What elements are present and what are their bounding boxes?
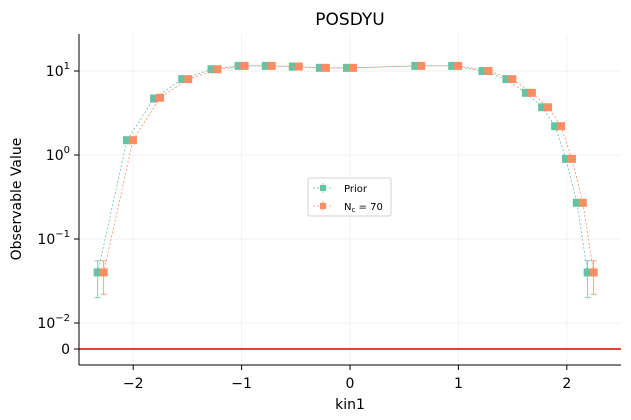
y-tick-label: 0 bbox=[61, 342, 70, 358]
data-point bbox=[417, 61, 426, 70]
x-tick-label: 0 bbox=[346, 376, 355, 392]
data-point bbox=[583, 268, 592, 277]
x-tick-label: −2 bbox=[123, 376, 144, 392]
x-axis-label: kin1 bbox=[335, 397, 365, 413]
data-point bbox=[128, 136, 137, 145]
data-point bbox=[484, 67, 493, 75]
data-point bbox=[261, 61, 270, 70]
data-point bbox=[567, 154, 576, 163]
data-point bbox=[99, 268, 108, 277]
y-ticks: 0 10−2 10−1 100 101 bbox=[37, 61, 79, 358]
data-point bbox=[240, 61, 249, 70]
data-point bbox=[578, 198, 587, 207]
data-point bbox=[551, 122, 560, 131]
y-axis-label: Observable Value bbox=[9, 138, 25, 261]
x-tick-label: 2 bbox=[562, 376, 571, 392]
data-point bbox=[557, 122, 566, 131]
data-point bbox=[321, 63, 330, 72]
legend-label: Nc = 70 bbox=[344, 202, 383, 214]
y-tick-label: 100 bbox=[46, 145, 70, 164]
legend: Prior Nc = 70 bbox=[307, 177, 392, 217]
data-point bbox=[184, 75, 193, 84]
y-tick-label: 101 bbox=[46, 61, 70, 80]
series-line bbox=[103, 65, 595, 273]
data-point bbox=[178, 75, 187, 84]
series-layer bbox=[93, 61, 598, 299]
y-tick-label: 10−2 bbox=[37, 313, 70, 332]
data-point bbox=[150, 94, 159, 103]
legend-box bbox=[307, 177, 392, 217]
data-point bbox=[589, 268, 598, 277]
data-point bbox=[478, 67, 487, 75]
series-line bbox=[97, 65, 589, 273]
data-point bbox=[502, 75, 511, 84]
data-point bbox=[213, 65, 222, 74]
data-point bbox=[508, 75, 517, 84]
x-ticks: −2 −1 0 1 2 bbox=[123, 365, 571, 392]
data-point bbox=[538, 103, 547, 112]
x-tick-label: −1 bbox=[231, 376, 252, 392]
data-point bbox=[561, 154, 570, 163]
data-point bbox=[527, 88, 536, 97]
series-nc70 bbox=[99, 61, 598, 295]
data-point bbox=[572, 198, 581, 207]
data-point bbox=[234, 61, 243, 70]
data-point bbox=[454, 61, 463, 70]
data-point bbox=[544, 103, 553, 112]
legend-entry: Nc = 70 bbox=[313, 201, 383, 214]
data-point bbox=[267, 61, 276, 70]
y-tick-label: 10−1 bbox=[37, 229, 70, 248]
data-point bbox=[521, 88, 530, 97]
data-point bbox=[122, 136, 131, 145]
data-point bbox=[156, 93, 165, 102]
data-point bbox=[93, 268, 102, 277]
legend-label: Prior bbox=[344, 184, 368, 195]
data-point bbox=[294, 62, 303, 71]
x-tick-label: 1 bbox=[454, 376, 463, 392]
legend-marker bbox=[320, 203, 326, 209]
chart-title: POSDYU bbox=[315, 10, 384, 30]
legend-entry: Prior bbox=[313, 183, 368, 195]
data-point bbox=[349, 63, 357, 72]
legend-marker bbox=[320, 185, 326, 191]
data-point bbox=[207, 65, 216, 74]
